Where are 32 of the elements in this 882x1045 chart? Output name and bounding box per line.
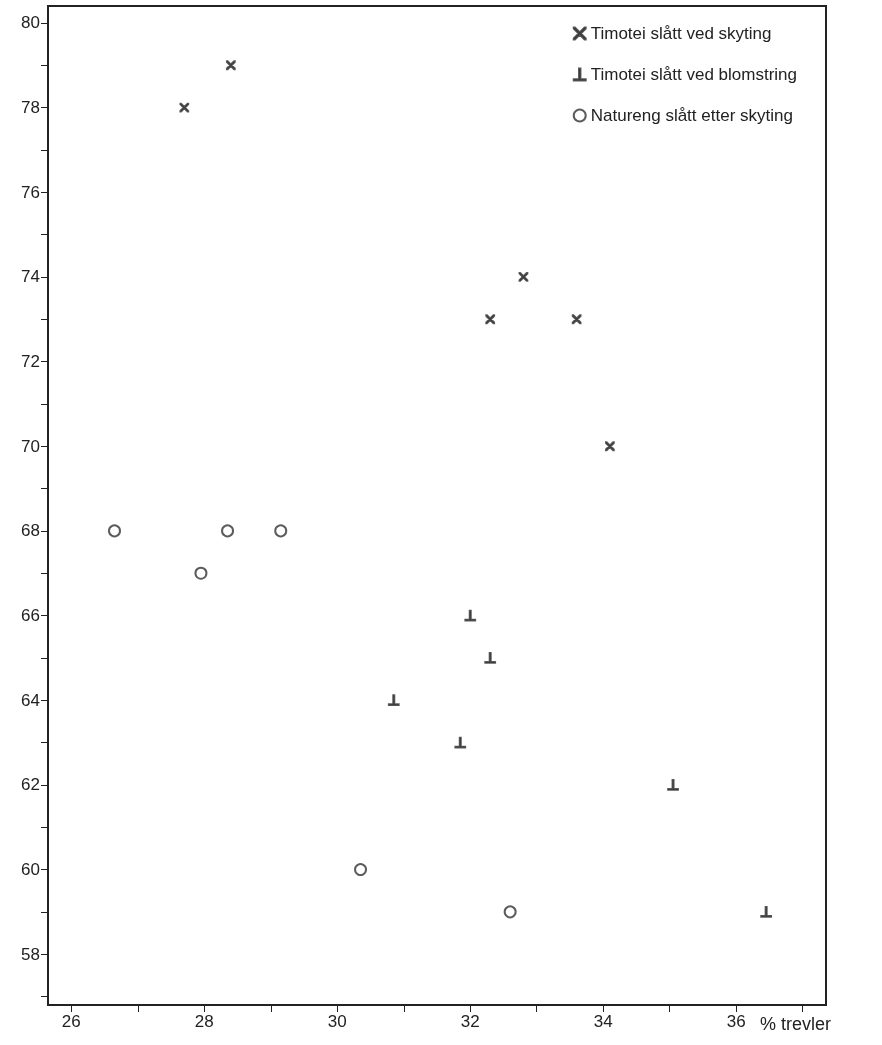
- legend-label: Natureng slått etter skyting: [590, 106, 793, 125]
- legend-label: Timotei slått ved skyting: [590, 24, 772, 43]
- y-tick-label: 70: [21, 436, 40, 456]
- y-tick-label: 58: [21, 944, 40, 964]
- y-tick-label: 80: [21, 13, 40, 33]
- y-tick-label: 64: [21, 690, 40, 710]
- y-tick-label: 68: [21, 521, 40, 541]
- point: [667, 778, 679, 791]
- y-tick-label: 76: [21, 182, 40, 202]
- point: [274, 524, 288, 538]
- point: [503, 905, 517, 919]
- point: [108, 524, 121, 538]
- x-tick-label: 32: [460, 1012, 480, 1031]
- point: [194, 566, 208, 580]
- point: [484, 651, 497, 664]
- x-tick-label: 26: [61, 1012, 81, 1031]
- point: [760, 905, 773, 918]
- legend-label: Timotei slått ved blomstring: [590, 65, 798, 84]
- point: [221, 524, 235, 538]
- x-tick-label: 36: [726, 1012, 746, 1031]
- y-tick-label: 78: [21, 98, 40, 118]
- y-tick-label: 62: [21, 775, 40, 795]
- point: [387, 694, 400, 707]
- y-tick-label: 72: [21, 352, 40, 372]
- y-tick-label: 74: [21, 267, 40, 287]
- x-tick-label: 30: [327, 1012, 347, 1031]
- y-tick-label: 66: [21, 606, 40, 626]
- x-tick-label: 28: [194, 1012, 214, 1031]
- x-axis-title: % trevler: [760, 1014, 832, 1034]
- point: [354, 863, 368, 877]
- x-tick-label: 34: [593, 1012, 613, 1031]
- y-tick-label: 60: [21, 860, 40, 880]
